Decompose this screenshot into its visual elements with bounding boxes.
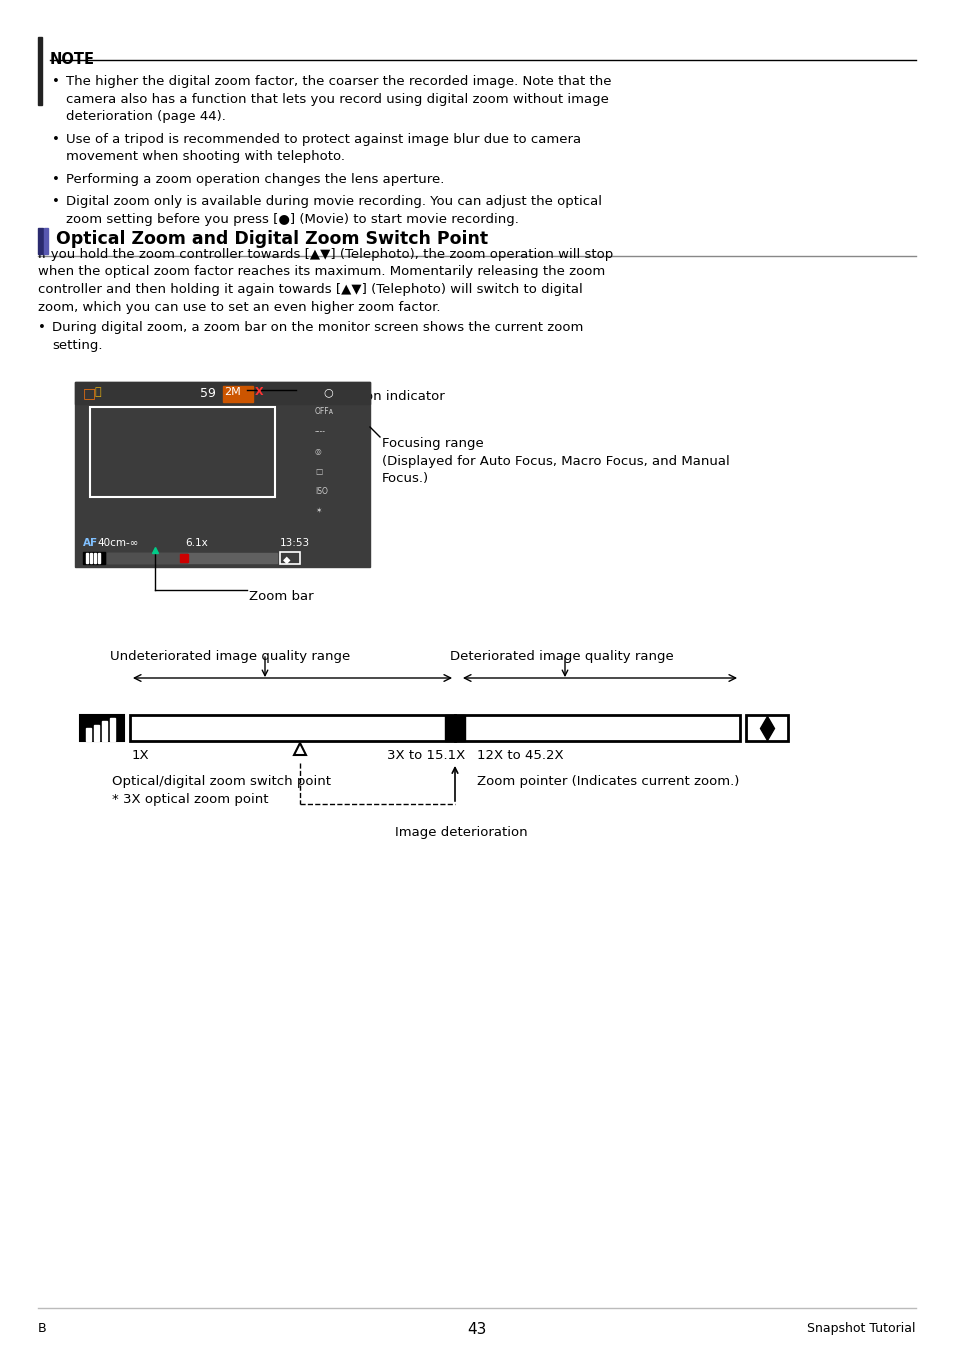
- Text: Zoom bar: Zoom bar: [249, 590, 314, 603]
- Bar: [745, 715, 787, 741]
- Text: Undeteriorated image quality range: Undeteriorated image quality range: [110, 650, 350, 664]
- Text: ◎: ◎: [314, 446, 321, 456]
- Bar: [90, 554, 92, 563]
- Bar: [80, 715, 124, 741]
- Bar: [102, 721, 107, 741]
- Text: AF: AF: [83, 537, 98, 548]
- Text: zoom, which you can use to set an even higher zoom factor.: zoom, which you can use to set an even h…: [38, 300, 440, 313]
- Text: •: •: [52, 195, 60, 208]
- Bar: [107, 554, 187, 563]
- Bar: [98, 554, 100, 563]
- Text: 2M: 2M: [224, 387, 240, 398]
- Bar: [86, 554, 89, 563]
- Text: OFFᴀ: OFFᴀ: [314, 407, 334, 417]
- Text: B: B: [38, 1322, 47, 1335]
- Text: •: •: [52, 172, 60, 186]
- Text: ◆: ◆: [283, 555, 291, 565]
- Text: Focus.): Focus.): [381, 472, 429, 484]
- Bar: [280, 552, 299, 565]
- Bar: [83, 552, 105, 565]
- Text: 6.1x: 6.1x: [185, 537, 208, 548]
- Text: The higher the digital zoom factor, the coarser the recorded image. Note that th: The higher the digital zoom factor, the …: [66, 75, 611, 88]
- Text: Performing a zoom operation changes the lens aperture.: Performing a zoom operation changes the …: [66, 172, 444, 186]
- Bar: [110, 718, 115, 741]
- Text: Snapshot Tutorial: Snapshot Tutorial: [806, 1322, 915, 1335]
- Text: setting.: setting.: [52, 338, 102, 351]
- Text: Zoom pointer (Indicates current zoom.): Zoom pointer (Indicates current zoom.): [476, 775, 739, 788]
- Bar: [38, 37, 42, 104]
- Text: •: •: [38, 322, 46, 334]
- Bar: [44, 228, 48, 254]
- Bar: [444, 715, 464, 741]
- Text: 12X to 45.2X: 12X to 45.2X: [476, 749, 563, 763]
- Bar: [94, 725, 99, 741]
- Bar: [86, 727, 91, 741]
- Text: controller and then holding it again towards [▲▼] (Telephoto) will switch to dig: controller and then holding it again tow…: [38, 284, 582, 296]
- Text: •: •: [52, 75, 60, 88]
- Bar: [180, 554, 188, 562]
- Text: zoom setting before you press [●] (Movie) to start movie recording.: zoom setting before you press [●] (Movie…: [66, 213, 518, 225]
- Text: Use of a tripod is recommended to protect against image blur due to camera: Use of a tripod is recommended to protec…: [66, 133, 580, 145]
- Text: (Displayed for Auto Focus, Macro Focus, and Manual: (Displayed for Auto Focus, Macro Focus, …: [381, 455, 729, 468]
- Text: 13:53: 13:53: [280, 537, 310, 548]
- Text: ----: ----: [314, 427, 326, 436]
- Text: Digital zoom only is available during movie recording. You can adjust the optica: Digital zoom only is available during mo…: [66, 195, 601, 208]
- Text: If you hold the zoom controller towards [▲▼] (Telephoto), the zoom operation wil: If you hold the zoom controller towards …: [38, 248, 613, 261]
- Text: Deteriorated image quality range: Deteriorated image quality range: [450, 650, 673, 664]
- Text: ⌕: ⌕: [95, 387, 102, 398]
- Text: Optical Zoom and Digital Zoom Switch Point: Optical Zoom and Digital Zoom Switch Poi…: [56, 229, 488, 248]
- Bar: [38, 228, 43, 254]
- Text: 59: 59: [200, 387, 215, 400]
- Text: ✶: ✶: [314, 508, 321, 516]
- Text: □: □: [314, 467, 322, 476]
- Text: X: X: [254, 387, 263, 398]
- Text: camera also has a function that lets you record using digital zoom without image: camera also has a function that lets you…: [66, 92, 608, 106]
- Text: 1X: 1X: [132, 749, 150, 763]
- Text: During digital zoom, a zoom bar on the monitor screen shows the current zoom: During digital zoom, a zoom bar on the m…: [52, 322, 583, 334]
- Text: Image deterioration indicator: Image deterioration indicator: [249, 389, 444, 403]
- Text: Image deterioration: Image deterioration: [395, 826, 527, 839]
- Text: movement when shooting with telephoto.: movement when shooting with telephoto.: [66, 151, 345, 163]
- Text: ○: ○: [323, 387, 333, 398]
- Text: 40cm-∞: 40cm-∞: [97, 537, 138, 548]
- Text: deterioration (page 44).: deterioration (page 44).: [66, 110, 226, 123]
- Text: * 3X optical zoom point: * 3X optical zoom point: [112, 792, 268, 806]
- Text: Optical/digital zoom switch point: Optical/digital zoom switch point: [112, 775, 331, 788]
- Bar: [75, 383, 370, 404]
- Bar: [94, 554, 96, 563]
- Text: 3X to 15.1X: 3X to 15.1X: [387, 749, 465, 763]
- Bar: [130, 715, 740, 741]
- Text: □: □: [83, 385, 96, 400]
- Bar: [107, 554, 276, 563]
- Bar: [90, 407, 274, 497]
- Bar: [223, 385, 253, 402]
- Bar: [75, 383, 370, 567]
- Text: when the optical zoom factor reaches its maximum. Momentarily releasing the zoom: when the optical zoom factor reaches its…: [38, 266, 604, 278]
- Text: ISO: ISO: [314, 487, 328, 497]
- Text: NOTE: NOTE: [50, 52, 95, 66]
- Text: •: •: [52, 133, 60, 145]
- Text: Focusing range: Focusing range: [381, 437, 483, 451]
- Text: 43: 43: [467, 1322, 486, 1337]
